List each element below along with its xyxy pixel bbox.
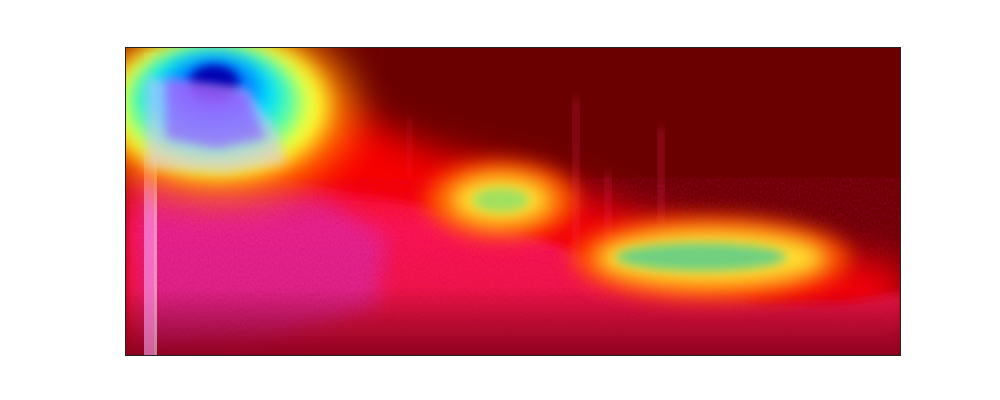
hot-spot-right xyxy=(571,216,851,300)
heatmap-svg xyxy=(126,48,900,355)
left-vertical-streak xyxy=(144,53,154,355)
hot-spot-middle xyxy=(426,162,576,238)
streak-2 xyxy=(606,173,610,283)
streak-3 xyxy=(659,128,663,228)
heatmap-overlay-image xyxy=(125,47,901,356)
bottom-darkening xyxy=(126,288,900,355)
hot-spot-upper-left xyxy=(126,48,356,198)
streak-1 xyxy=(574,98,578,268)
